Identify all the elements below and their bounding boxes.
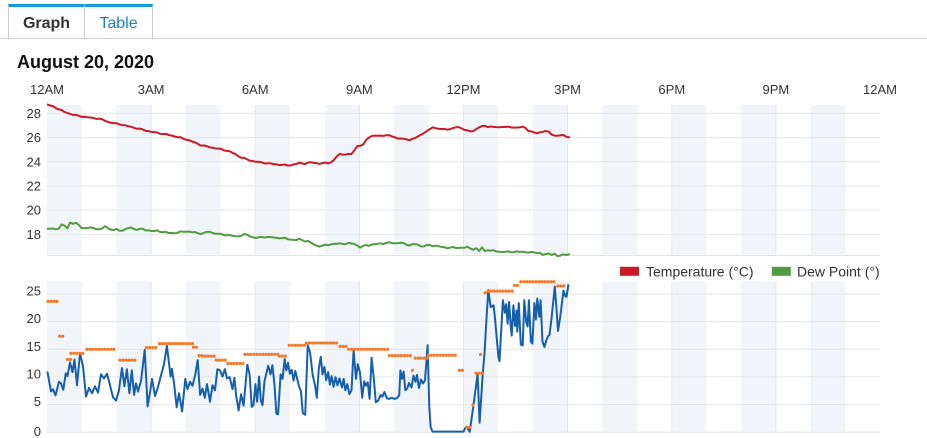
svg-text:15: 15 xyxy=(27,339,41,354)
svg-text:6AM: 6AM xyxy=(242,82,269,97)
svg-text:9PM: 9PM xyxy=(763,82,790,97)
svg-text:Dew Point (°): Dew Point (°) xyxy=(797,264,880,280)
svg-text:3AM: 3AM xyxy=(138,82,165,97)
svg-text:0: 0 xyxy=(34,424,41,438)
svg-text:18: 18 xyxy=(27,227,41,242)
svg-text:Temperature (°C): Temperature (°C) xyxy=(646,264,754,280)
svg-text:9AM: 9AM xyxy=(346,82,373,97)
svg-text:26: 26 xyxy=(27,130,41,145)
svg-text:5: 5 xyxy=(34,394,41,409)
svg-text:6PM: 6PM xyxy=(658,82,685,97)
svg-text:12AM: 12AM xyxy=(30,82,64,97)
svg-text:25: 25 xyxy=(27,284,41,299)
svg-text:22: 22 xyxy=(27,178,41,193)
svg-text:10: 10 xyxy=(27,366,41,381)
svg-text:12AM: 12AM xyxy=(863,82,897,97)
svg-text:20: 20 xyxy=(27,311,41,326)
svg-text:3PM: 3PM xyxy=(554,82,581,97)
svg-text:20: 20 xyxy=(27,203,41,218)
svg-text:24: 24 xyxy=(27,154,41,169)
svg-text:12PM: 12PM xyxy=(447,82,481,97)
svg-text:28: 28 xyxy=(27,106,41,121)
